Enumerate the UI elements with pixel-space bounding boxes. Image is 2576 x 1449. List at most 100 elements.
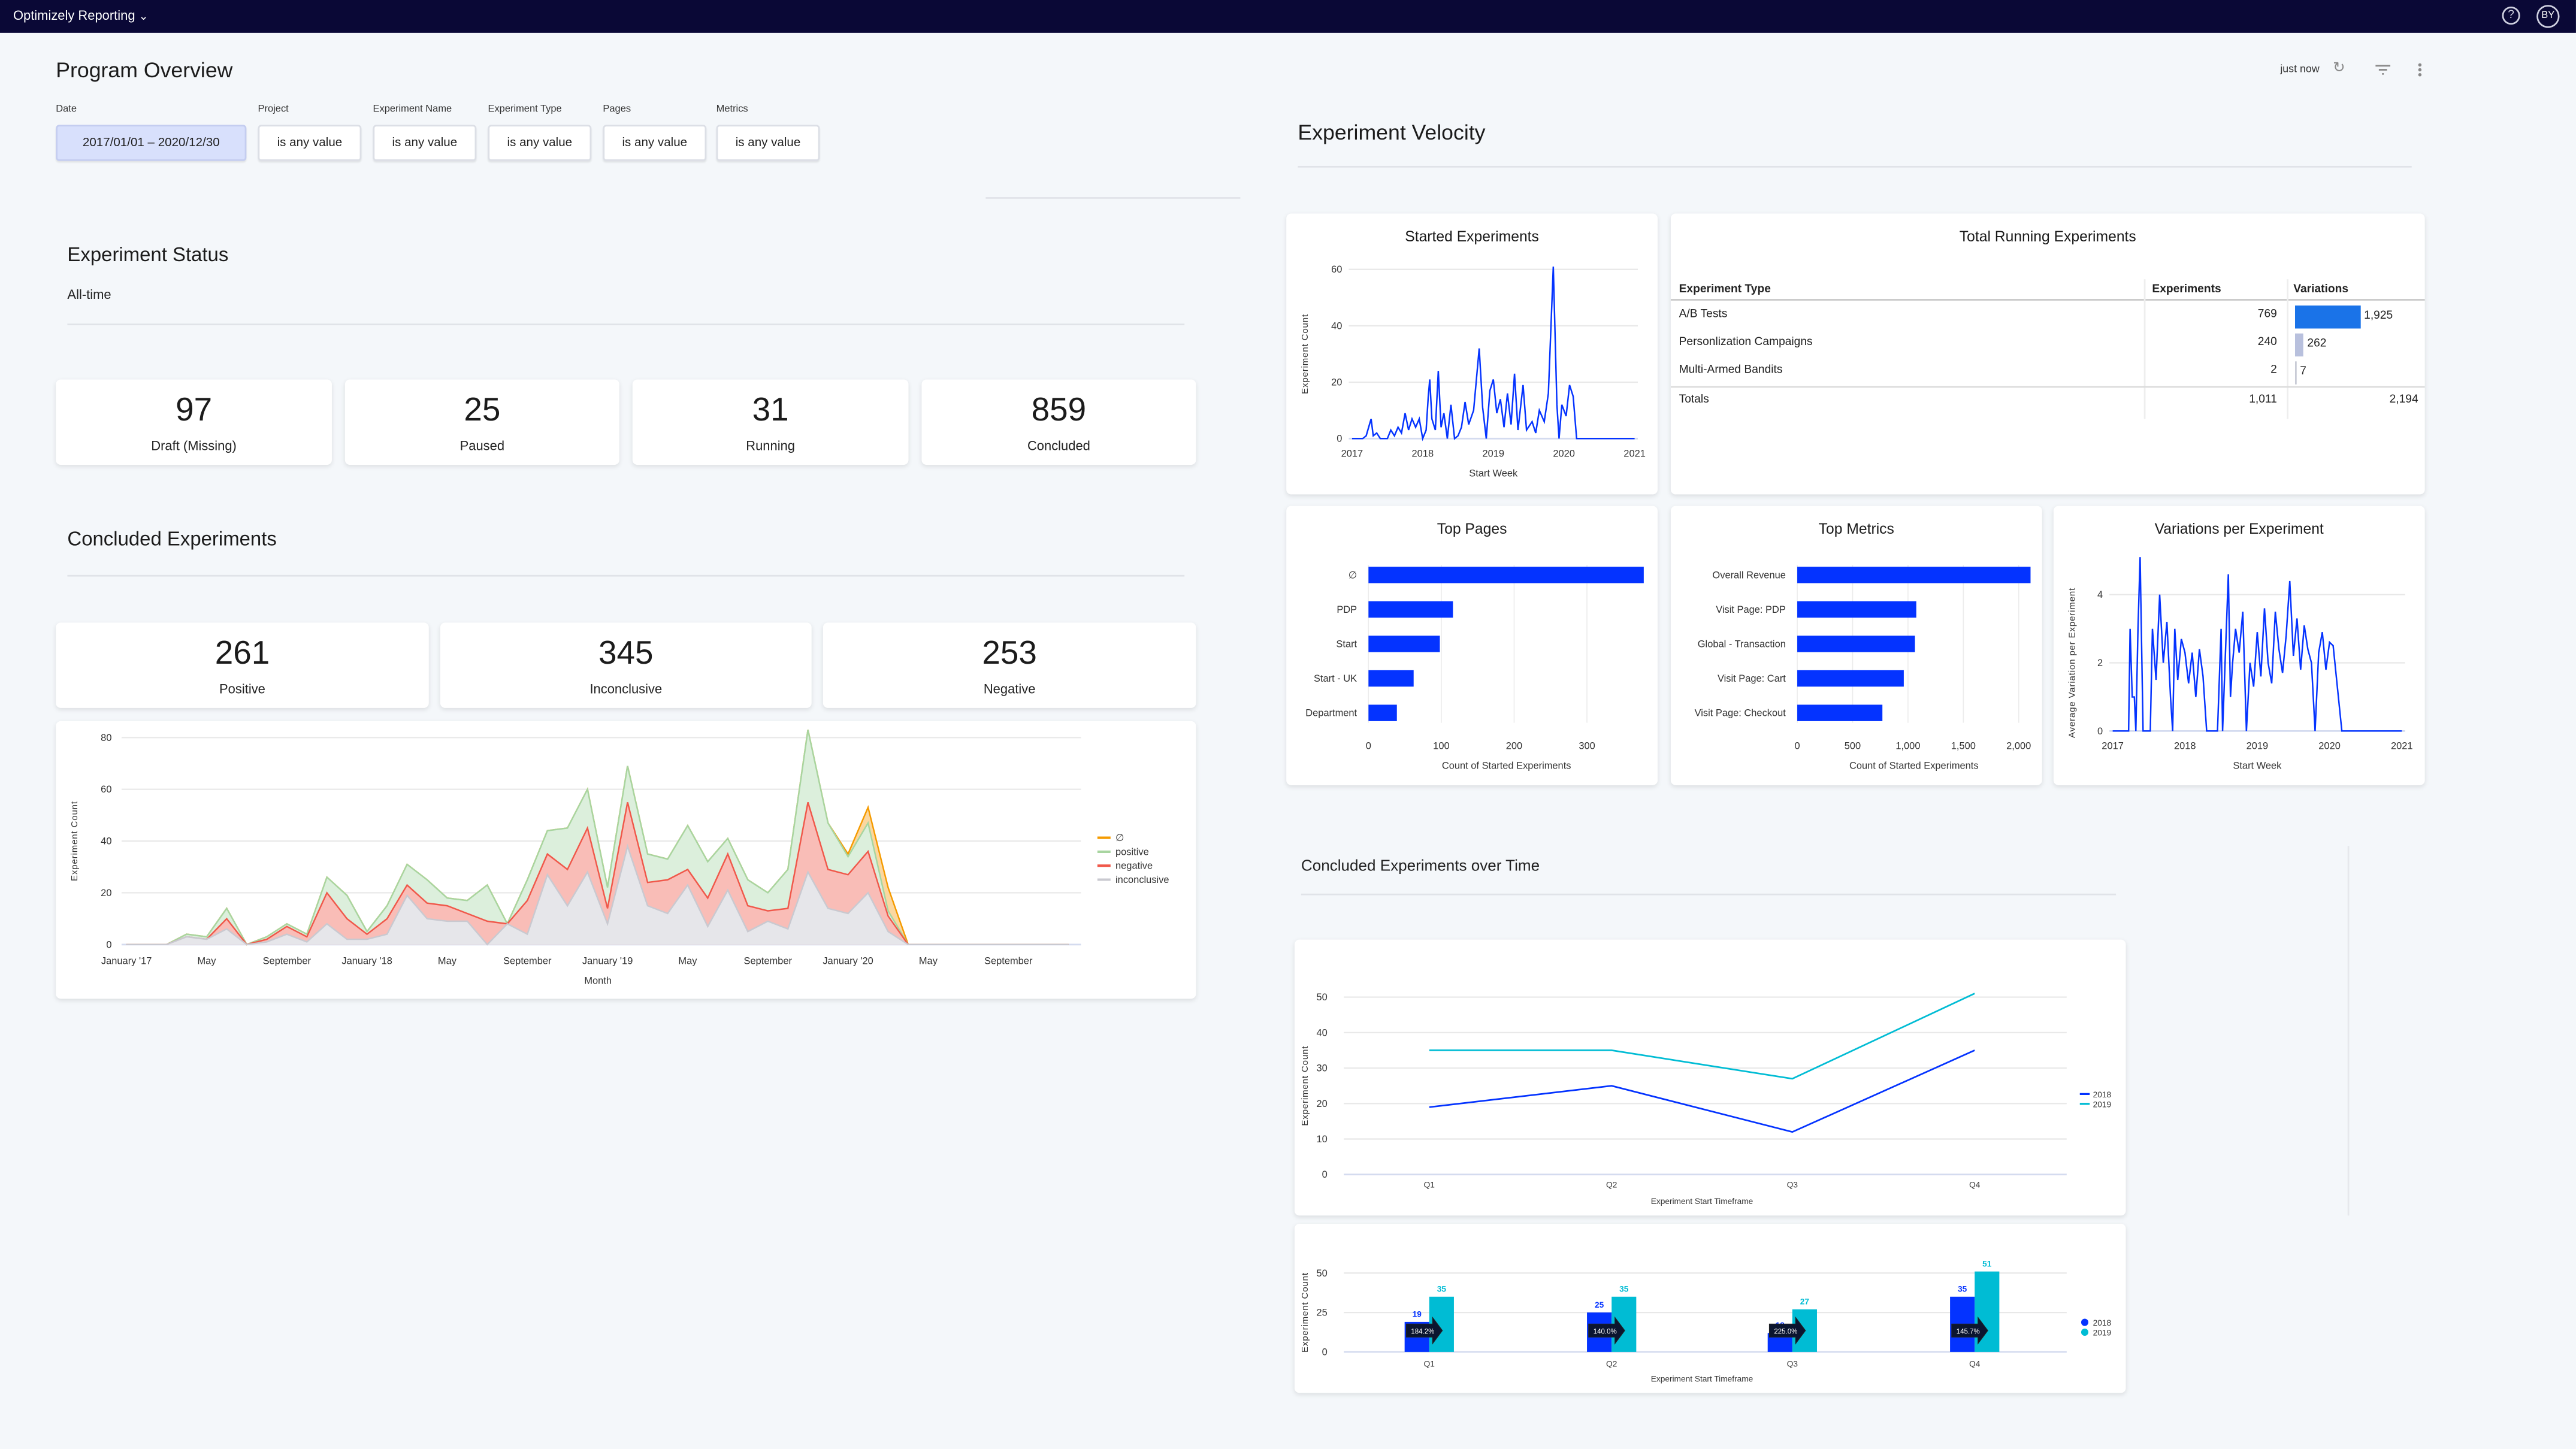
y-tick-label: 0 [1322,1347,1328,1357]
x-tick-label: Q4 [1969,1360,1981,1369]
divider [67,574,1185,577]
category-label: Start [1336,639,1357,649]
data-label: 25 [1595,1300,1604,1309]
legend-label: 2019 [2093,1100,2111,1109]
y-tick-label: 0 [106,939,111,950]
column-header-type[interactable]: Experiment Type [1679,284,1771,296]
stat-card-positive: 261 Positive [56,622,429,708]
bar [1797,704,1883,721]
y-axis-label: Experiment Count [1300,314,1310,394]
x-tick-label: 2020 [2318,740,2341,751]
bar [1797,601,1916,618]
app-switcher[interactable]: Optimizely Reporting ⌄ [13,8,149,23]
filter-label-date: Date [56,105,77,115]
filter-label-project: Project [258,105,289,115]
y-tick-label: 4 [2097,589,2103,600]
x-tick-label: Q2 [1606,1181,1617,1190]
y-tick-label: 50 [1316,992,1327,1003]
category-label: Overall Revenue [1712,570,1785,580]
bar [1368,601,1453,618]
legend-label: inconclusive [1115,875,1169,885]
x-axis-label: Count of Started Experiments [1442,760,1571,771]
x-tick-label: May [678,956,697,967]
divider [1301,893,2117,896]
stat-value: 253 [982,636,1037,672]
filter-metrics[interactable]: is any value [716,125,820,161]
chart-title: Top Metrics [1818,521,1894,537]
page-title: Program Overview [56,57,233,83]
cell-type: Personlization Campaigns [1679,337,1813,349]
y-tick-label: 10 [1316,1134,1327,1145]
stat-label: Concluded [1027,438,1090,453]
change-arrow [1768,1316,1806,1345]
concluded-experiments-title: Concluded Experiments [67,527,277,550]
stat-value: 859 [1031,392,1087,429]
over-time-line-chart: 0 10 20 30 40 50 Experiment Count Q1 Q2 Q3 Q4 Exper… [1300,992,2112,1206]
column-divider [2287,279,2289,419]
stat-label: Negative [983,682,1036,697]
help-circle-icon[interactable]: ? [2502,6,2520,25]
x-tick-label: 2,000 [2006,740,2031,751]
variations-bar [2294,333,2304,357]
x-tick-label: 1,500 [1951,740,1976,751]
x-tick-label: 2021 [2391,740,2413,751]
chevron-down-icon: ⌄ [138,11,149,23]
x-tick-label: September [744,956,793,967]
chart-title: Top Pages [1437,521,1507,537]
app-name: Optimizely Reporting [13,8,135,23]
x-tick-label: September [503,956,552,967]
change-label: 145.7% [1957,1329,1980,1336]
series-line-2019 [1429,993,1975,1080]
y-tick-label: 20 [1316,1099,1327,1109]
x-tick-label: Q3 [1787,1181,1798,1190]
x-tick-label: 2017 [1341,448,1363,459]
category-label: Visit Page: PDP [1716,604,1786,615]
avatar[interactable]: BY [2536,5,2560,28]
change-arrow [1951,1316,1988,1345]
table-title: Total Running Experiments [1959,228,2136,245]
x-tick-label: January '18 [341,956,392,967]
stat-value: 345 [598,636,654,672]
filter-experiment-name[interactable]: is any value [373,125,477,161]
more-vertical-icon[interactable] [2417,62,2423,78]
change-label: 184.2% [1411,1329,1434,1336]
filter-experiment-type[interactable]: is any value [488,125,592,161]
column-divider [2143,279,2146,419]
filter-icon[interactable] [2375,64,2391,77]
concluded-over-time-title: Concluded Experiments over Time [1301,857,1540,876]
started-experiments-chart: 0 20 40 60 2017 2018 2019 2020 2021 Start Week Exp… [1300,264,1646,479]
stat-value: 261 [214,636,270,672]
y-tick-label: 40 [1316,1027,1327,1038]
x-tick-label: Q1 [1424,1360,1435,1369]
filter-pages[interactable]: is any value [603,125,707,161]
totals-label: Totals [1679,394,1709,406]
data-label: 35 [1958,1285,1967,1294]
divider [985,197,1241,199]
variations-per-experiment-chart: 0 2 4 2017 2018 2019 2020 2021 Start Week Average… [2067,557,2413,771]
y-tick-label: 2 [2097,658,2103,668]
stat-card-draft: 97 Draft (Missing) [56,379,332,465]
y-tick-label: 40 [101,836,111,847]
x-tick-label: May [919,956,938,967]
stat-value: 31 [752,392,789,429]
y-tick-label: 0 [1322,1169,1328,1180]
refresh-icon[interactable]: ↻ [2333,59,2345,76]
column-header-variations[interactable]: Variations [2293,284,2349,296]
filter-date[interactable]: 2017/01/01 – 2020/12/30 [56,125,247,161]
x-tick-label: 300 [1579,740,1595,751]
category-label: Global - Transaction [1698,639,1786,649]
bar [1797,567,2031,583]
legend-swatch [2081,1318,2089,1326]
x-tick-label: Q1 [1424,1181,1435,1190]
y-tick-label: 20 [1331,377,1342,388]
top-pages-chart: 0 100 200 300 Count of Started Experiments ∅ P… [1305,565,1644,771]
column-header-experiments[interactable]: Experiments [2152,284,2221,296]
y-tick-label: 40 [1331,320,1342,331]
x-tick-label: 1,000 [1895,740,1920,751]
filter-project[interactable]: is any value [258,125,362,161]
over-time-bar-chart: 0 25 50 Experiment Count Q1 Q2 Q3 Q4 Experiment … [1300,1259,2112,1383]
stat-card-concluded: 859 Concluded [921,379,1196,465]
area-inconclusive [126,846,1069,945]
stat-label: Paused [459,438,505,453]
x-axis-label: Experiment Start Timeframe [1651,1197,1753,1206]
